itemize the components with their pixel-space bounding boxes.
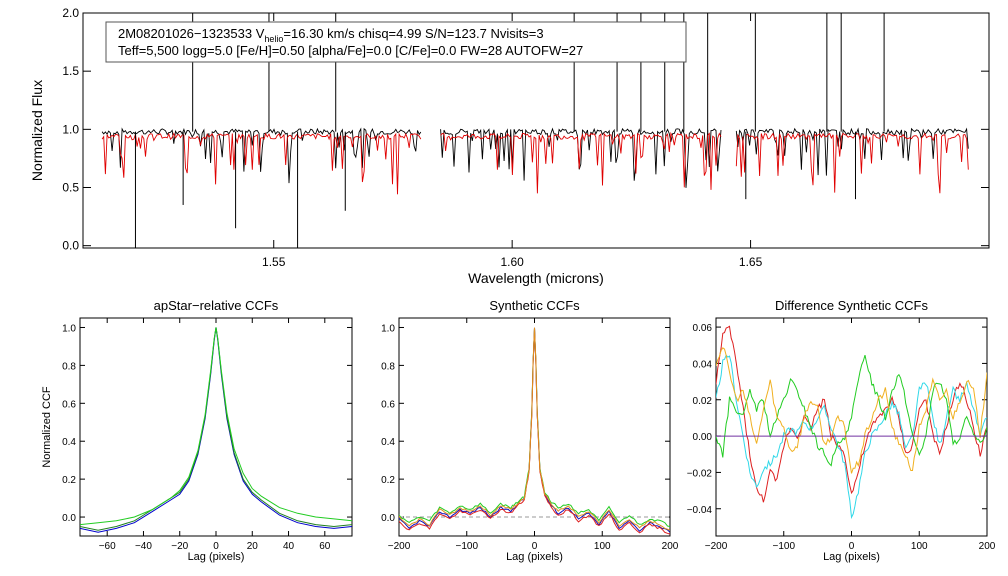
y-tick-label: 0.4 — [381, 437, 395, 448]
apstar-ccf-panel: −60 −40 −20 0 20 40 60 0.0 0.2 0.4 0.6 0.8 1.0 apStar… — [41, 298, 353, 563]
x-axis-label: Lag (pixels) — [188, 551, 245, 563]
x-tick-label: −100 — [772, 541, 795, 552]
annotation-v: V — [256, 26, 265, 41]
x-tick-label: 200 — [979, 541, 996, 552]
x-tick-label: −200 — [705, 541, 728, 552]
x-axis-label: Wavelength (microns) — [468, 270, 604, 286]
spectrum-line-observed — [735, 127, 969, 176]
y-tick-label: 0.6 — [381, 399, 395, 410]
y-tick-label: 0.04 — [693, 359, 713, 370]
ccf-line-visit3 — [80, 327, 352, 526]
y-tick-label: 0.8 — [381, 361, 395, 372]
y-axis-label: Normalized CCF — [41, 386, 53, 468]
plot-frame — [79, 317, 353, 537]
x-tick-label: −20 — [171, 541, 188, 552]
y-axis-label: Normalized Flux — [29, 80, 45, 181]
x-tick-label: 1.60 — [500, 255, 524, 269]
y-tick-label: 0.0 — [62, 513, 76, 524]
y-tick-label: 1.5 — [62, 64, 79, 78]
x-tick-label: −200 — [388, 541, 411, 552]
x-tick-label: 0 — [532, 541, 538, 552]
ccf-line-cyan — [716, 354, 987, 520]
x-tick-label: 40 — [283, 541, 295, 552]
spectrum-line-model — [735, 132, 969, 194]
plot-frame — [82, 12, 990, 249]
y-tick-label: 1.0 — [62, 122, 79, 136]
y-tick-label: −0.04 — [687, 505, 713, 516]
y-tick-label: 0.2 — [62, 475, 76, 486]
annotation-v-sub: helio — [264, 34, 283, 44]
spectrum-line-observed — [440, 127, 722, 188]
spectrum-panel: 1.55 1.60 1.65 0.0 0.5 1.0 1.5 2.0 Wavelength (m… — [29, 6, 990, 286]
spectrum-line-observed — [101, 127, 422, 184]
y-tick-label: −0.02 — [687, 468, 713, 479]
x-tick-label: −40 — [135, 541, 152, 552]
annotation-box — [105, 21, 687, 63]
y-tick-label: 0.06 — [693, 323, 713, 334]
x-tick-label: 200 — [662, 541, 679, 552]
x-tick-label: 100 — [911, 541, 928, 552]
panel-title: Synthetic CCFs — [489, 298, 580, 313]
spectrum-line-model — [101, 132, 422, 195]
x-tick-label: −60 — [99, 541, 116, 552]
x-tick-label: 1.55 — [262, 255, 286, 269]
difference-ccf-panel: −200 −100 0 100 200 −0.04 −0.02 0.00 0.02 0.04 0.0… — [687, 298, 996, 563]
x-axis-label: Lag (pixels) — [506, 551, 563, 563]
synthetic-ccf-panel: −200 −100 0 100 200 0.0 0.2 0.4 0.6 0.8 1.0 Synthet… — [381, 298, 679, 563]
ccf-line-visit1 — [80, 327, 352, 533]
y-tick-label: 0.4 — [62, 437, 76, 448]
y-tick-label: 0.0 — [381, 513, 395, 524]
x-tick-label: 100 — [594, 541, 611, 552]
y-tick-label: 0.02 — [693, 396, 713, 407]
x-axis-label: Lag (pixels) — [823, 551, 880, 563]
y-tick-label: 0.2 — [381, 475, 395, 486]
ccf-line-orange — [399, 327, 670, 531]
annotation-v-val: =16.30 km/s — [283, 26, 358, 41]
annotation-line2: Teff=5,500 logg=5.0 [Fe/H]=0.50 [alpha/F… — [118, 43, 583, 58]
y-tick-label: 0.8 — [62, 361, 76, 372]
ccf-line-blue — [399, 328, 670, 533]
spectrum-line-model — [440, 131, 722, 194]
x-tick-label: 20 — [247, 541, 259, 552]
panel-title: Difference Synthetic CCFs — [775, 298, 928, 313]
x-tick-label: 1.65 — [739, 255, 763, 269]
ccf-line-orange — [716, 347, 987, 474]
x-tick-label: 0 — [849, 541, 855, 552]
y-tick-label: 0.6 — [62, 399, 76, 410]
x-tick-label: −100 — [455, 541, 478, 552]
ccf-line-red — [716, 325, 987, 503]
ccf-line-green — [399, 327, 670, 527]
y-tick-label: 1.0 — [62, 323, 76, 334]
ccf-line-visit2 — [80, 327, 352, 531]
plot-frame — [398, 317, 671, 537]
panel-title: apStar−relative CCFs — [154, 298, 279, 313]
annotation-line1: 2M08201026−1323533 Vhelio=16.30 km/s chi… — [118, 26, 544, 44]
y-tick-label: 1.0 — [381, 323, 395, 334]
y-tick-label: 0.5 — [62, 181, 79, 195]
x-tick-label: 0 — [213, 541, 219, 552]
ccf-line-green — [716, 354, 987, 467]
y-tick-label: 2.0 — [62, 6, 79, 20]
ccf-line-red — [399, 327, 670, 535]
annotation-star: 2M08201026−1323533 — [118, 26, 256, 41]
y-tick-label: 0.0 — [62, 239, 79, 253]
x-tick-label: 60 — [319, 541, 331, 552]
y-tick-label: 0.00 — [693, 432, 713, 443]
annotation-stats: chisq=4.99 S/N=123.7 Nvisits=3 — [358, 26, 543, 41]
